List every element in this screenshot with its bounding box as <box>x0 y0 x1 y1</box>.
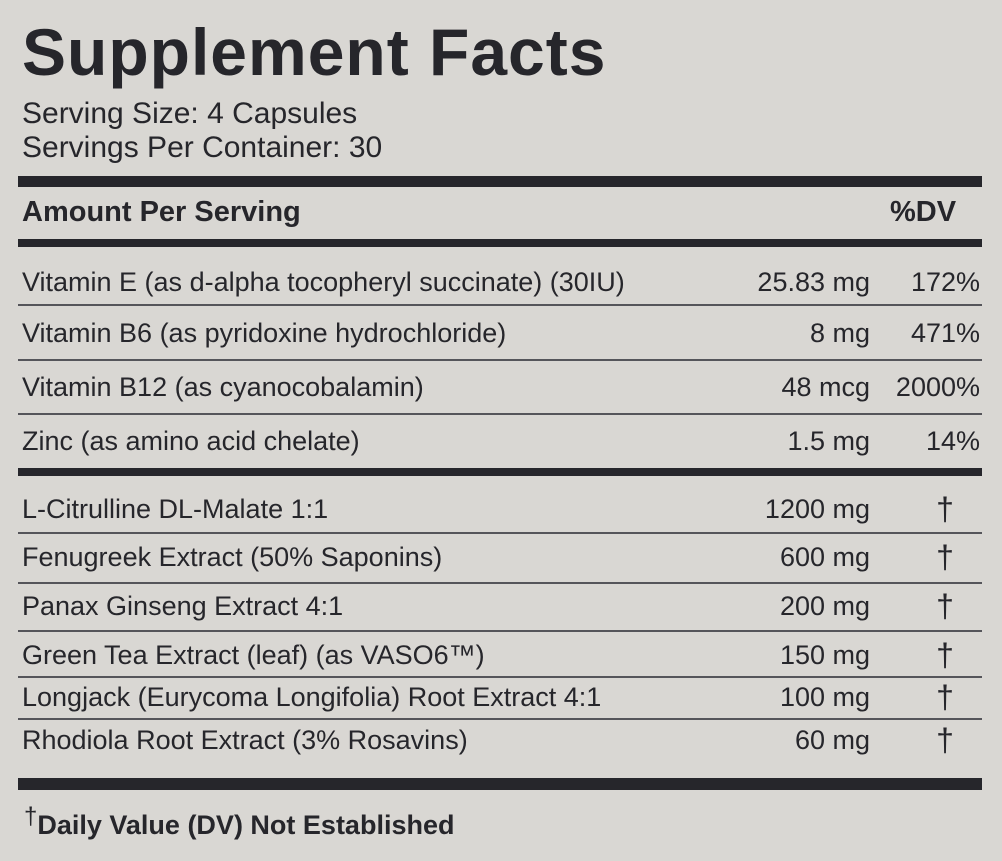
amount: 150 mg <box>779 640 870 670</box>
dv-dagger: † <box>936 679 954 715</box>
amount: 200 mg <box>779 591 870 621</box>
thick-rule <box>18 778 982 790</box>
ingredient-name: Vitamin E (as d-alpha tocopheryl succina… <box>22 267 625 297</box>
dv-value: 14% <box>925 426 980 456</box>
ingredient-name: Green Tea Extract (leaf) (as VASO6™) <box>22 640 485 670</box>
amount: 8 mg <box>809 318 870 348</box>
ingredient-name: Vitamin B12 (as cyanocobalamin) <box>22 372 424 402</box>
row-rule <box>18 413 982 415</box>
dv-value: 172% <box>910 267 980 297</box>
ingredient-name: Longjack (Eurycoma Longifolia) Root Extr… <box>22 682 602 712</box>
serving-size: Serving Size: 4 Capsules <box>22 97 358 130</box>
dagger: † <box>24 803 38 830</box>
amount: 25.83 mg <box>757 267 870 297</box>
dv-header: %DV <box>890 196 957 228</box>
dv-dagger: † <box>936 722 954 758</box>
row-rule <box>18 304 982 306</box>
row-rule <box>18 582 982 584</box>
ingredient-name: L-Citrulline DL-Malate 1:1 <box>22 494 329 524</box>
row-rule <box>18 532 982 534</box>
title: Supplement Facts <box>22 15 607 89</box>
dv-dagger: † <box>936 637 954 673</box>
ingredient-name: Fenugreek Extract (50% Saponins) <box>22 542 443 572</box>
row-rule <box>18 718 982 720</box>
amount-header: Amount Per Serving <box>22 196 301 228</box>
servings-per-container: Servings Per Container: 30 <box>22 131 383 164</box>
amount: 100 mg <box>779 682 870 712</box>
footnote-text: Daily Value (DV) Not Established <box>37 810 455 840</box>
thick-rule <box>18 239 982 247</box>
dv-dagger: † <box>936 588 954 624</box>
thick-rule <box>18 468 982 476</box>
row-rule <box>18 676 982 678</box>
ingredient-name: Rhodiola Root Extract (3% Rosavins) <box>22 725 468 755</box>
dv-dagger: † <box>936 491 954 527</box>
amount: 1.5 mg <box>787 426 870 456</box>
amount: 600 mg <box>779 542 870 572</box>
ingredient-name: Vitamin B6 (as pyridoxine hydrochloride) <box>22 318 507 348</box>
row-rule <box>18 359 982 361</box>
dv-dagger: † <box>936 539 954 575</box>
amount: 60 mg <box>794 725 870 755</box>
ingredient-name: Zinc (as amino acid chelate) <box>22 426 360 456</box>
thick-rule <box>18 176 982 187</box>
ingredient-name: Panax Ginseng Extract 4:1 <box>22 591 344 621</box>
row-rule <box>18 630 982 632</box>
amount: 48 mcg <box>781 372 870 402</box>
dv-value: 471% <box>910 318 980 348</box>
dv-value: 2000% <box>895 372 980 402</box>
amount: 1200 mg <box>764 494 870 524</box>
footnote: †Daily Value (DV) Not Established <box>24 803 454 841</box>
